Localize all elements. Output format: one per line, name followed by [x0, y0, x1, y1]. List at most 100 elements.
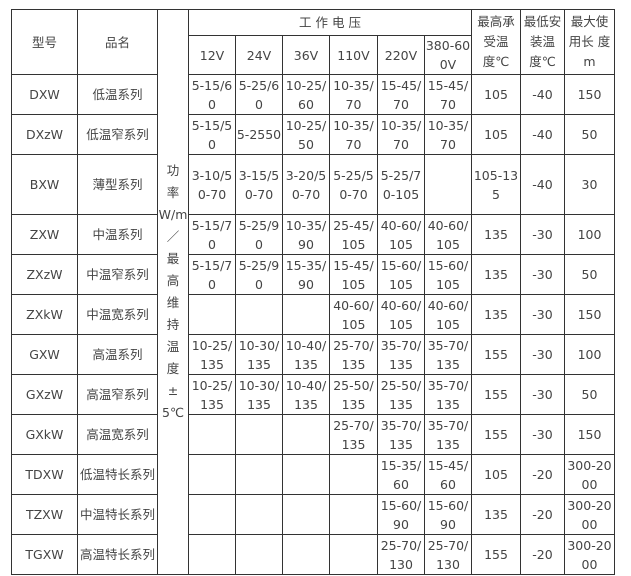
voltage-value-cell: 35-70/135 [424, 334, 472, 375]
table-row: GXzW 高温窄系列 10-25/135 10-30/135 10-40/135 25-5… [11, 374, 615, 415]
model-cell: BXW [11, 154, 78, 215]
header-voltage: 12V [188, 35, 236, 75]
voltage-value-cell [329, 454, 378, 495]
max-temp-cell: 155 [471, 414, 521, 455]
voltage-value-cell: 10-25/50 [282, 114, 330, 155]
voltage-value-cell [329, 534, 378, 575]
power-temp-label-char: 最 [166, 251, 180, 266]
voltage-value-cell: 5-25/90 [235, 254, 283, 295]
voltage-value-cell: 25-70/130 [377, 534, 425, 575]
table-row: GXkW 高温宽系列 25-70/135 35-70/135 35-70/135 155-… [11, 414, 615, 455]
voltage-value-cell: 5-2550 [235, 114, 283, 155]
max-temp-cell: 105 [471, 454, 521, 495]
length-cell: 300-2000 [564, 534, 615, 575]
voltage-value-cell: 15-35/60 [377, 454, 425, 495]
voltage-value-cell: 5-15/60 [188, 74, 236, 115]
name-cell: 中温窄系列 [77, 254, 158, 295]
voltage-value-cell [424, 154, 472, 215]
power-temp-label-char: ／ [166, 229, 180, 244]
voltage-value-cell: 25-70/135 [329, 414, 378, 455]
voltage-value-cell: 35-70/135 [377, 334, 425, 375]
header-max-length: 最大使用长 度m [564, 9, 615, 75]
max-temp-cell: 135 [471, 214, 521, 255]
voltage-value-cell: 5-25/70-105 [377, 154, 425, 215]
voltage-value-cell: 10-30/135 [235, 334, 283, 375]
voltage-value-cell: 10-35/70 [329, 114, 378, 155]
voltage-value-cell: 15-60/90 [377, 494, 425, 535]
voltage-value-cell [282, 494, 330, 535]
voltage-value-cell: 15-60/105 [424, 254, 472, 295]
table-row: TGXW 高温特长系列 25-70/130 25-70/130 155 -20 300-20… [11, 534, 615, 575]
power-temp-label-char: 维 [166, 295, 180, 310]
voltage-value-cell: 40-60/105 [329, 294, 378, 335]
min-temp-cell: -40 [520, 74, 565, 115]
name-cell: 低温特长系列 [77, 454, 158, 495]
voltage-value-cell: 10-25/135 [188, 374, 236, 415]
voltage-value-cell [235, 294, 283, 335]
length-cell: 30 [564, 154, 615, 215]
power-temp-label-char: ± [167, 383, 179, 398]
header-max-temp: 最高承受温度℃ [471, 9, 521, 75]
voltage-value-cell: 25-50/135 [329, 374, 378, 415]
model-cell: ZXkW [11, 294, 78, 335]
min-temp-cell: -20 [520, 534, 565, 575]
min-temp-cell: -30 [520, 254, 565, 295]
voltage-value-cell: 5-25/90 [235, 214, 283, 255]
table-row: BXW 薄型系列 3-10/50-70 3-15/50-70 3-20/50-70 5-2… [11, 154, 615, 215]
voltage-value-cell [188, 454, 236, 495]
voltage-value-cell: 5-25/50-70 [329, 154, 378, 215]
power-temp-label-char: 度 [166, 361, 180, 376]
voltage-value-cell: 10-25/60 [282, 74, 330, 115]
table-row: DXzW 低温窄系列 5-15/50 5-2550 10-25/50 10-35/70 10… [11, 114, 615, 155]
power-temp-label-char: 持 [166, 317, 180, 332]
length-cell: 150 [564, 294, 615, 335]
min-temp-cell: -20 [520, 494, 565, 535]
name-cell: 薄型系列 [77, 154, 158, 215]
table-row: TDXW 低温特长系列 15-35/60 15-45/60 105 -20 300-2000 [11, 454, 615, 495]
model-cell: DXW [11, 74, 78, 115]
name-cell: 高温特长系列 [77, 534, 158, 575]
voltage-value-cell: 3-15/50-70 [235, 154, 283, 215]
voltage-value-cell: 40-60/105 [377, 294, 425, 335]
voltage-value-cell [282, 534, 330, 575]
voltage-value-cell: 35-70/135 [377, 414, 425, 455]
table-row: GXW 高温系列 10-25/135 10-30/135 10-40/135 25-70/… [11, 334, 615, 375]
header-model: 型号 [11, 9, 78, 75]
voltage-value-cell: 5-15/70 [188, 254, 236, 295]
length-cell: 50 [564, 374, 615, 415]
model-cell: DXzW [11, 114, 78, 155]
voltage-value-cell [188, 414, 236, 455]
max-temp-cell: 105 [471, 74, 521, 115]
voltage-value-cell: 15-45/60 [424, 454, 472, 495]
voltage-value-cell: 15-60/105 [377, 254, 425, 295]
voltage-value-cell: 10-40/135 [282, 374, 330, 415]
model-cell: GXzW [11, 374, 78, 415]
voltage-value-cell [235, 534, 283, 575]
max-temp-cell: 155 [471, 534, 521, 575]
min-temp-cell: -30 [520, 294, 565, 335]
model-cell: TGXW [11, 534, 78, 575]
voltage-value-cell: 40-60/105 [377, 214, 425, 255]
model-cell: ZXW [11, 214, 78, 255]
table-row: DXW 低温系列 5-15/60 5-25/60 10-25/60 10-35/70 15-… [11, 74, 615, 115]
table-row: TZXW 中温特长系列 15-60/90 15-60/90 135 -20 300-2000 [11, 494, 615, 535]
length-cell: 150 [564, 414, 615, 455]
min-temp-cell: -40 [520, 114, 565, 155]
name-cell: 低温窄系列 [77, 114, 158, 155]
voltage-value-cell [235, 414, 283, 455]
name-cell: 高温宽系列 [77, 414, 158, 455]
voltage-value-cell: 3-20/50-70 [282, 154, 330, 215]
header-voltage: 380-600V [424, 35, 472, 75]
model-cell: ZXzW [11, 254, 78, 295]
min-temp-cell: -30 [520, 214, 565, 255]
length-cell: 50 [564, 254, 615, 295]
voltage-value-cell: 35-70/135 [424, 414, 472, 455]
model-cell: TZXW [11, 494, 78, 535]
power-temp-label-char: 功 [166, 163, 180, 178]
voltage-value-cell: 15-45/105 [329, 254, 378, 295]
table-row: ZXkW 中温宽系列 40-60/105 40-60/105 40-60/105 135-… [11, 294, 615, 335]
max-temp-cell: 135 [471, 254, 521, 295]
length-cell: 300-2000 [564, 454, 615, 495]
heating-cable-spec-table: 型号 品名 功率 W/m ／ 最高维持温度 ±5℃ 工 作 电 压 最高承受温度℃ 最低… [11, 9, 615, 575]
header-voltage-group: 工 作 电 压 [188, 9, 472, 36]
